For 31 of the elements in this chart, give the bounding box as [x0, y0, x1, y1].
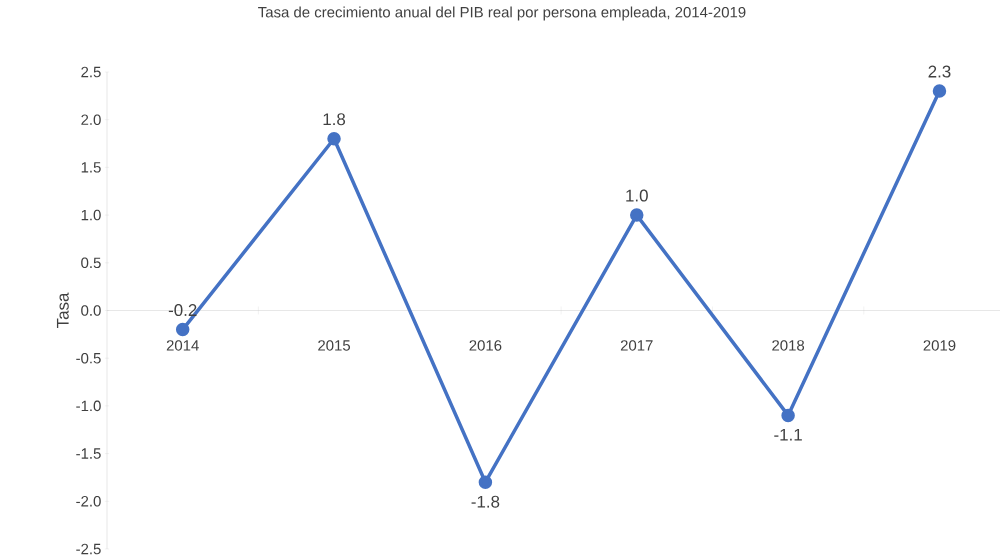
y-tick-label: -0.5 — [76, 352, 101, 364]
y-tick-label: -1.0 — [76, 400, 101, 412]
x-tick-label: 2017 — [620, 340, 653, 351]
chart-title: Tasa de crecimiento anual del PIB real por persona empleada, 2014-2019 — [258, 6, 746, 21]
y-tick-label: -2.5 — [76, 543, 101, 555]
y-tick-label: -1.5 — [76, 448, 101, 459]
y-tick-label: 1.0 — [81, 209, 101, 221]
x-tick-label: 2018 — [772, 340, 805, 351]
data-label: 1.0 — [626, 189, 648, 202]
y-tick-label: 2.5 — [81, 66, 101, 78]
data-label: 1.8 — [323, 113, 346, 126]
data-label: -0.2 — [168, 304, 197, 317]
x-tick-label: 2019 — [923, 340, 956, 351]
y-tick-label: 0.5 — [81, 257, 101, 269]
point — [932, 84, 947, 98]
y-axis-title: Tasa — [56, 292, 69, 328]
data-label: -1.1 — [774, 428, 802, 441]
point — [327, 132, 341, 146]
point — [175, 322, 190, 337]
y-tick-label: 1.5 — [81, 162, 101, 173]
point — [478, 475, 493, 489]
x-tick-label: 2014 — [166, 340, 199, 351]
data-label: -1.8 — [471, 495, 500, 508]
x-tick-label: 2016 — [469, 340, 502, 351]
point — [781, 408, 795, 423]
x-tick-label: 2015 — [318, 340, 351, 351]
y-tick-label: -2.0 — [76, 495, 101, 507]
y-tick-label: 2.0 — [81, 114, 101, 125]
data-label: 2.3 — [928, 65, 951, 78]
point — [630, 208, 644, 222]
y-tick-label: 0.0 — [81, 305, 101, 316]
